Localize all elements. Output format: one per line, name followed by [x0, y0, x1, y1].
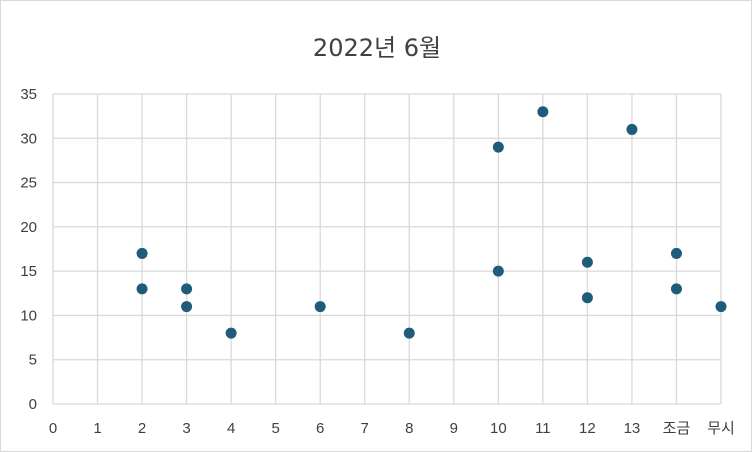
data-point: [314, 301, 326, 313]
data-point: [225, 327, 237, 339]
x-tick-label: 3: [182, 420, 190, 437]
data-point: [136, 247, 148, 259]
x-tick-label: 5: [271, 420, 279, 437]
x-tick-label: 12: [579, 420, 596, 437]
x-tick-label: 10: [490, 420, 507, 437]
x-tick-label: 6: [316, 420, 324, 437]
y-tick-label: 30: [20, 130, 37, 147]
data-point: [492, 265, 504, 277]
x-tick-label: 0: [49, 420, 57, 437]
x-tick-label: 11: [535, 420, 551, 437]
x-tick-label: 조금: [663, 420, 691, 437]
x-tick-label: 7: [361, 420, 369, 437]
y-tick-label: 0: [29, 396, 37, 413]
x-tick-label: 무시: [707, 420, 735, 437]
data-point: [181, 301, 193, 313]
gridlines: [52, 93, 722, 405]
x-tick-label: 1: [93, 420, 101, 437]
x-tick-label: 9: [450, 420, 458, 437]
data-point: [181, 283, 193, 295]
y-axis-tick-labels: 0 5 10 15 20 25 30 35: [20, 86, 37, 413]
data-point: [715, 301, 727, 313]
x-tick-label: 4: [227, 420, 235, 437]
data-point: [626, 123, 638, 135]
data-point: [581, 292, 593, 304]
data-point: [136, 283, 148, 295]
y-tick-label: 25: [20, 175, 37, 192]
data-point: [537, 106, 549, 118]
x-axis-tick-labels: 0 1 2 3 4 5 6 7 8 9 10 11 12 13 조금 무시: [49, 420, 735, 437]
y-tick-label: 5: [29, 352, 37, 369]
data-point: [670, 247, 682, 259]
data-point: [670, 283, 682, 295]
chart-title: 2022년 6월: [313, 34, 441, 62]
x-tick-label: 13: [624, 420, 641, 437]
y-tick-label: 20: [20, 219, 37, 236]
y-tick-label: 35: [20, 86, 37, 103]
data-point: [581, 256, 593, 268]
x-tick-label: 8: [405, 420, 413, 437]
data-point: [403, 327, 415, 339]
x-tick-label: 2: [138, 420, 146, 437]
y-tick-label: 10: [20, 307, 37, 324]
data-point: [492, 141, 504, 153]
data-points: [136, 106, 727, 339]
y-tick-label: 15: [20, 263, 37, 280]
